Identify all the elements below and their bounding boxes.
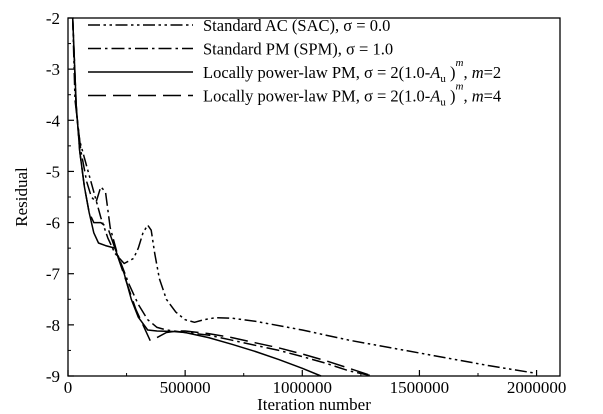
series-line-2 <box>71 17 373 377</box>
legend-label-2: Standard PM (SPM), σ = 1.0 <box>203 40 393 59</box>
x-tick-label: 0 <box>64 378 73 397</box>
x-axis-ticks: 0 500000 1000000 1500000 2000000 <box>64 370 567 397</box>
x-tick-label: 2000000 <box>507 378 567 397</box>
legend-label-3: Locally power-law PM, σ = 2(1.0-Au​ )m​,… <box>203 57 501 85</box>
y-tick-label: -3 <box>46 60 60 79</box>
y-tick-label: -9 <box>46 367 60 386</box>
plot-frame <box>67 17 561 377</box>
series-layer <box>71 17 537 377</box>
y-tick-label: -5 <box>46 162 60 181</box>
y-tick-label: -7 <box>46 265 61 284</box>
y-axis-title: Residual <box>12 167 31 227</box>
y-axis-ticks: -9 -8 -7 -6 -5 -4 -3 -2 <box>46 9 74 386</box>
legend-label-1: Standard AC (SAC), σ = 0.0 <box>203 16 390 35</box>
legend-label-4: Locally power-law PM, σ = 2(1.0-Au​ )m​,… <box>203 81 501 109</box>
y-tick-label: -6 <box>46 214 60 233</box>
y-tick-label: -8 <box>46 316 60 335</box>
x-axis-title: Iteration number <box>257 395 371 414</box>
series-line-1 <box>71 17 537 375</box>
y-tick-label: -2 <box>46 9 60 28</box>
y-tick-label: -4 <box>46 111 61 130</box>
x-tick-label: 1000000 <box>273 378 333 397</box>
legend: Standard AC (SAC), σ = 0.0 Standard PM (S… <box>88 16 501 109</box>
x-tick-label: 500000 <box>160 378 211 397</box>
series-line-4 <box>71 17 373 377</box>
x-tick-label: 1500000 <box>390 378 450 397</box>
